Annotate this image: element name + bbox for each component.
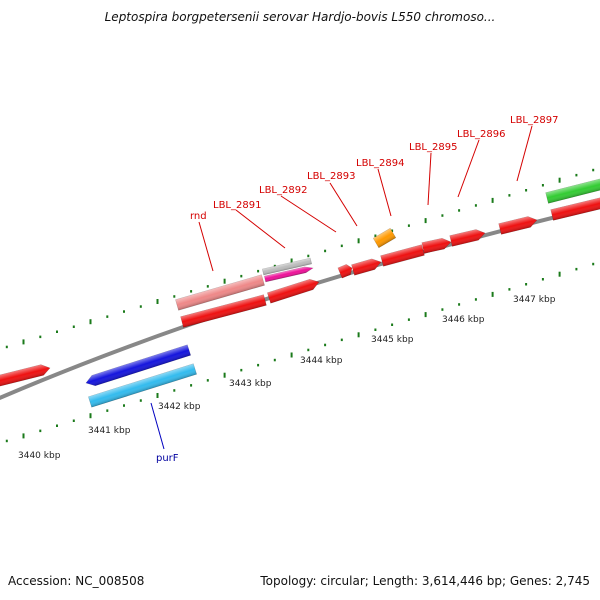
gene-label-purf[interactable]: purF [156, 453, 179, 464]
gene-g-left-red[interactable] [0, 363, 51, 389]
gene-g-2897-green[interactable] [545, 176, 600, 204]
gene-shading [373, 228, 396, 248]
gene-label-lbl2892[interactable]: LBL_2892 [259, 185, 307, 196]
map-title: Leptospira borgpetersenii serovar Hardjo… [104, 10, 496, 24]
gene-label-lbl2896[interactable]: LBL_2896 [457, 129, 505, 140]
scale-label: 3442 kbp [158, 402, 201, 412]
gene-features[interactable] [0, 176, 600, 408]
chromosome-backbone [0, 204, 600, 401]
gene-label-lbl2894[interactable]: LBL_2894 [356, 158, 404, 169]
gene-shading [86, 344, 191, 386]
gene-g-2893-b[interactable] [351, 257, 382, 276]
gene-label-lbl2897[interactable]: LBL_2897 [510, 115, 558, 126]
gene-label-rnd[interactable]: rnd [190, 211, 207, 222]
gene-g-2897[interactable] [498, 215, 539, 235]
gene-shading [545, 176, 600, 204]
gene-shading [498, 216, 538, 235]
gene-labels: rnd LBL_2891 LBL_2892 LBL_2893 LBL_2894 … [156, 115, 558, 464]
gene-g-purF-b[interactable] [88, 363, 197, 408]
gene-shading [0, 364, 50, 389]
gene-shading [337, 264, 352, 279]
scale-label: 3445 kbp [371, 335, 414, 345]
gene-shading [262, 258, 312, 275]
connector-lbl2896 [457, 139, 480, 198]
accession-text: Accession: NC_008508 [8, 574, 145, 588]
gene-label-lbl2891[interactable]: LBL_2891 [213, 200, 261, 211]
tick-rows [5, 168, 595, 443]
gene-g-2895[interactable] [421, 237, 452, 254]
gene-shading [550, 195, 600, 221]
connector-lbl2895 [427, 152, 432, 206]
connector-lbl2893 [329, 182, 358, 227]
gene-shading [175, 274, 265, 311]
gene-shading [88, 363, 197, 408]
gene-g-rnd-b[interactable] [180, 294, 267, 328]
gene-shading [421, 238, 452, 254]
scale-label: 3441 kbp [88, 426, 131, 436]
gene-g-2896[interactable] [449, 228, 487, 247]
gene-shading [380, 244, 425, 267]
scale-label: 3444 kbp [300, 356, 343, 366]
gene-shading [267, 279, 320, 304]
connector-lbl2894 [377, 168, 392, 217]
gene-g-2894[interactable] [372, 227, 397, 249]
gene-g-2892[interactable] [267, 277, 320, 304]
gene-g-2893[interactable] [337, 263, 354, 279]
gene-g-rnd[interactable] [175, 274, 265, 311]
gene-g-2891-b[interactable] [264, 265, 314, 283]
gene-label-lbl2893[interactable]: LBL_2893 [307, 171, 355, 182]
gene-shading [180, 294, 267, 328]
gene-shading [351, 258, 381, 276]
gene-g-purF-a[interactable] [84, 344, 191, 388]
gene-label-lbl2895[interactable]: LBL_2895 [409, 142, 457, 153]
gene-g-2897-b[interactable] [550, 195, 600, 221]
gene-shading [264, 266, 313, 282]
scale-labels: 3440 kbp 3441 kbp 3442 kbp 3443 kbp 3444… [18, 295, 556, 461]
connector-lbl2897 [516, 125, 533, 182]
scale-label: 3446 kbp [442, 315, 485, 325]
connector-lbl2891 [235, 209, 286, 249]
connector-lbl2892 [280, 195, 337, 233]
scale-label: 3443 kbp [229, 379, 272, 389]
gene-shading [449, 229, 486, 247]
gene-g-2894-b[interactable] [380, 244, 425, 267]
connector-purF [150, 402, 165, 450]
label-connectors [150, 125, 533, 450]
connector-rnd [198, 221, 214, 272]
gene-g-2891-a[interactable] [262, 257, 312, 276]
scale-label: 3440 kbp [18, 451, 61, 461]
genome-summary: Topology: circular; Length: 3,614,446 bp… [260, 574, 590, 588]
scale-label: 3447 kbp [513, 295, 556, 305]
